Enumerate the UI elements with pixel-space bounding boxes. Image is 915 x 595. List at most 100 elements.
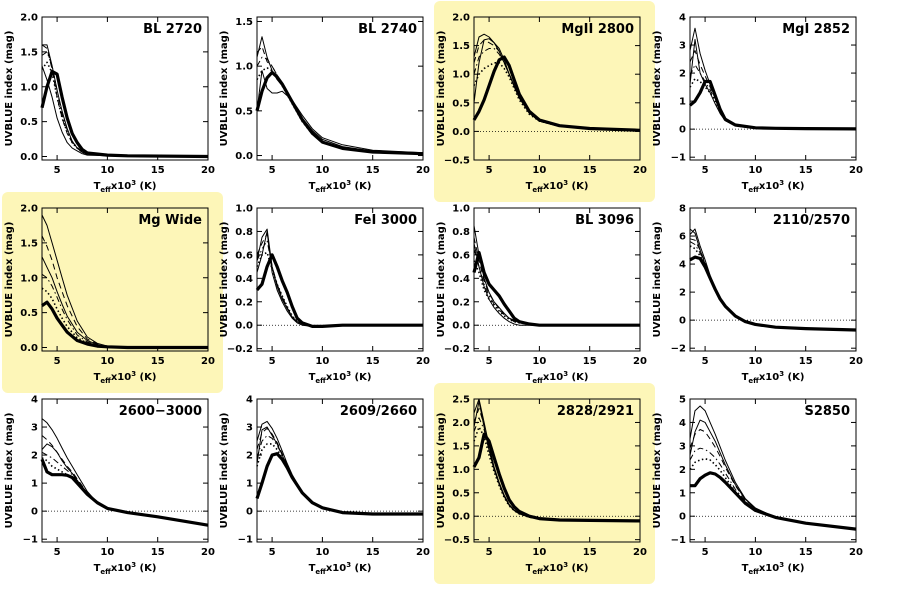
plot-frame [256,207,424,352]
y-tick-label: −0.5 [444,535,470,546]
panel-9: 5 10 15 20 −1 0 1 2 3 4 2600−3000 UVBLUE index (mag… [4,395,215,577]
xlabel-unit: (K) [136,372,156,383]
y-tick-label: 0 [679,125,686,136]
y-axis-label: UVBLUE index (mag) [4,31,15,147]
y-tick-label: 0.2 [235,297,253,308]
x-tick-label: 15 [151,356,165,367]
xlabel-main: T [309,372,316,383]
series-line-dashed [41,435,209,526]
series-line-thin [256,70,424,154]
series-line-thick [255,70,424,156]
y-tick-label: 3 [31,423,38,434]
x-axis-label: Teffx103 (K) [309,561,372,576]
y-tick-label: 0.4 [452,274,470,285]
series-line-dotted [689,245,857,331]
series-line-dashed [689,50,857,130]
y-tick-label: 0 [246,507,253,518]
y-tick-label: 1 [679,97,686,108]
y-tick-label: 2 [679,69,686,80]
y-axis-label: UVBLUE index (mag) [4,222,15,338]
series-line-thin [473,243,640,326]
y-tick-label: 1.0 [452,204,470,215]
series-line-dashed [256,46,424,155]
x-axis-label: Teffx103 (K) [526,370,589,385]
panel-title: 2828/2921 [557,404,634,419]
y-axis-label: UVBLUE index (mag) [219,413,230,529]
xlabel-sup: 3 [131,561,136,569]
xlabel-sub: eff [315,186,326,194]
xlabel-main: T [526,181,533,192]
panel-title: 2609/2660 [340,404,417,419]
xlabel-sup: 3 [131,179,136,187]
x-tick-label: 10 [100,165,114,176]
y-tick-label: 0.6 [235,250,253,261]
x-axis-label: Teffx103 (K) [526,179,589,194]
x-axis-label: Teffx103 (K) [94,561,157,576]
xlabel-unit: (K) [136,563,156,574]
xlabel-unit: (K) [568,181,588,192]
y-tick-label: 0.4 [235,274,253,285]
y-tick-label: 1 [246,479,253,490]
x-tick-label: 10 [315,547,329,558]
plot-frame [256,16,424,161]
x-tick-label: 20 [201,356,215,367]
xlabel-times: x10 [759,372,779,383]
series-line-thin [41,443,209,526]
x-tick-label: 5 [702,165,709,176]
y-tick-label: −0.2 [227,344,253,355]
y-tick-label: 1.0 [20,82,38,93]
series-line-thin [256,230,423,327]
series-line-thick [255,452,423,516]
xlabel-sup: 3 [346,179,351,187]
y-tick-label: 2.0 [452,13,470,24]
x-tick-label: 10 [532,356,546,367]
x-tick-label: 20 [849,165,863,176]
x-tick-label: 15 [151,547,165,558]
xlabel-times: x10 [543,372,563,383]
y-tick-label: 0.0 [20,343,38,354]
series-line-dotted [256,251,423,328]
series-line-thin [689,27,857,130]
xlabel-main: T [742,372,749,383]
series-line-dotted [473,426,641,522]
x-tick-label: 20 [633,165,647,176]
series-line-thin [689,405,857,530]
xlabel-sup: 3 [563,370,568,378]
xlabel-times: x10 [326,372,346,383]
xlabel-times: x10 [543,563,563,574]
panel-5: 5 10 15 20 0.0 0.5 1.0 1.5 2.0 Mg Wide UVBLUE inde… [2,192,223,393]
series-line-thick [689,255,857,332]
y-tick-label: 2 [679,465,686,476]
xlabel-sub: eff [532,377,543,385]
xlabel-main: T [526,372,533,383]
x-tick-label: 15 [366,165,380,176]
y-tick-label: −1 [671,535,686,546]
xlabel-main: T [309,181,316,192]
x-tick-label: 15 [366,547,380,558]
y-tick-label: 0.0 [452,127,470,138]
xlabel-sub: eff [100,186,111,194]
x-tick-label: 5 [54,547,61,558]
series-line-thick [690,471,857,531]
series-line-thin [473,400,641,522]
y-tick-label: 4 [679,418,686,429]
y-axis-label: UVBLUE index (mag) [652,413,663,529]
y-tick-label: 0 [31,507,38,518]
x-tick-label: 15 [799,547,813,558]
series-line-thin [41,418,209,526]
series-line-thick [472,55,641,132]
panel-title: BL 2740 [358,22,417,37]
y-tick-label: 3 [679,41,686,52]
x-axis-label: Teffx103 (K) [94,179,157,194]
xlabel-sup: 3 [346,370,351,378]
xlabel-sub: eff [532,186,543,194]
x-tick-label: 5 [486,356,493,367]
xlabel-unit: (K) [351,372,371,383]
x-tick-label: 5 [269,547,276,558]
xlabel-main: T [309,563,316,574]
xlabel-unit: (K) [136,181,156,192]
xlabel-sub: eff [315,568,326,576]
y-tick-label: 1.0 [20,273,38,284]
panel-1: 5 10 15 20 0.0 0.5 1.0 1.5 2.0 BL 2720 UVBLUE inde… [4,13,215,195]
panel-title: Mg Wide [138,213,202,228]
